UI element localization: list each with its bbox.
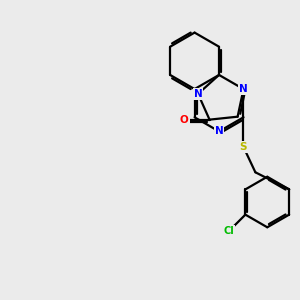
Text: N: N (215, 126, 224, 136)
Text: S: S (240, 142, 247, 152)
Text: N: N (239, 84, 248, 94)
Text: Cl: Cl (224, 226, 234, 236)
Text: N: N (194, 89, 203, 99)
Text: O: O (180, 115, 189, 124)
